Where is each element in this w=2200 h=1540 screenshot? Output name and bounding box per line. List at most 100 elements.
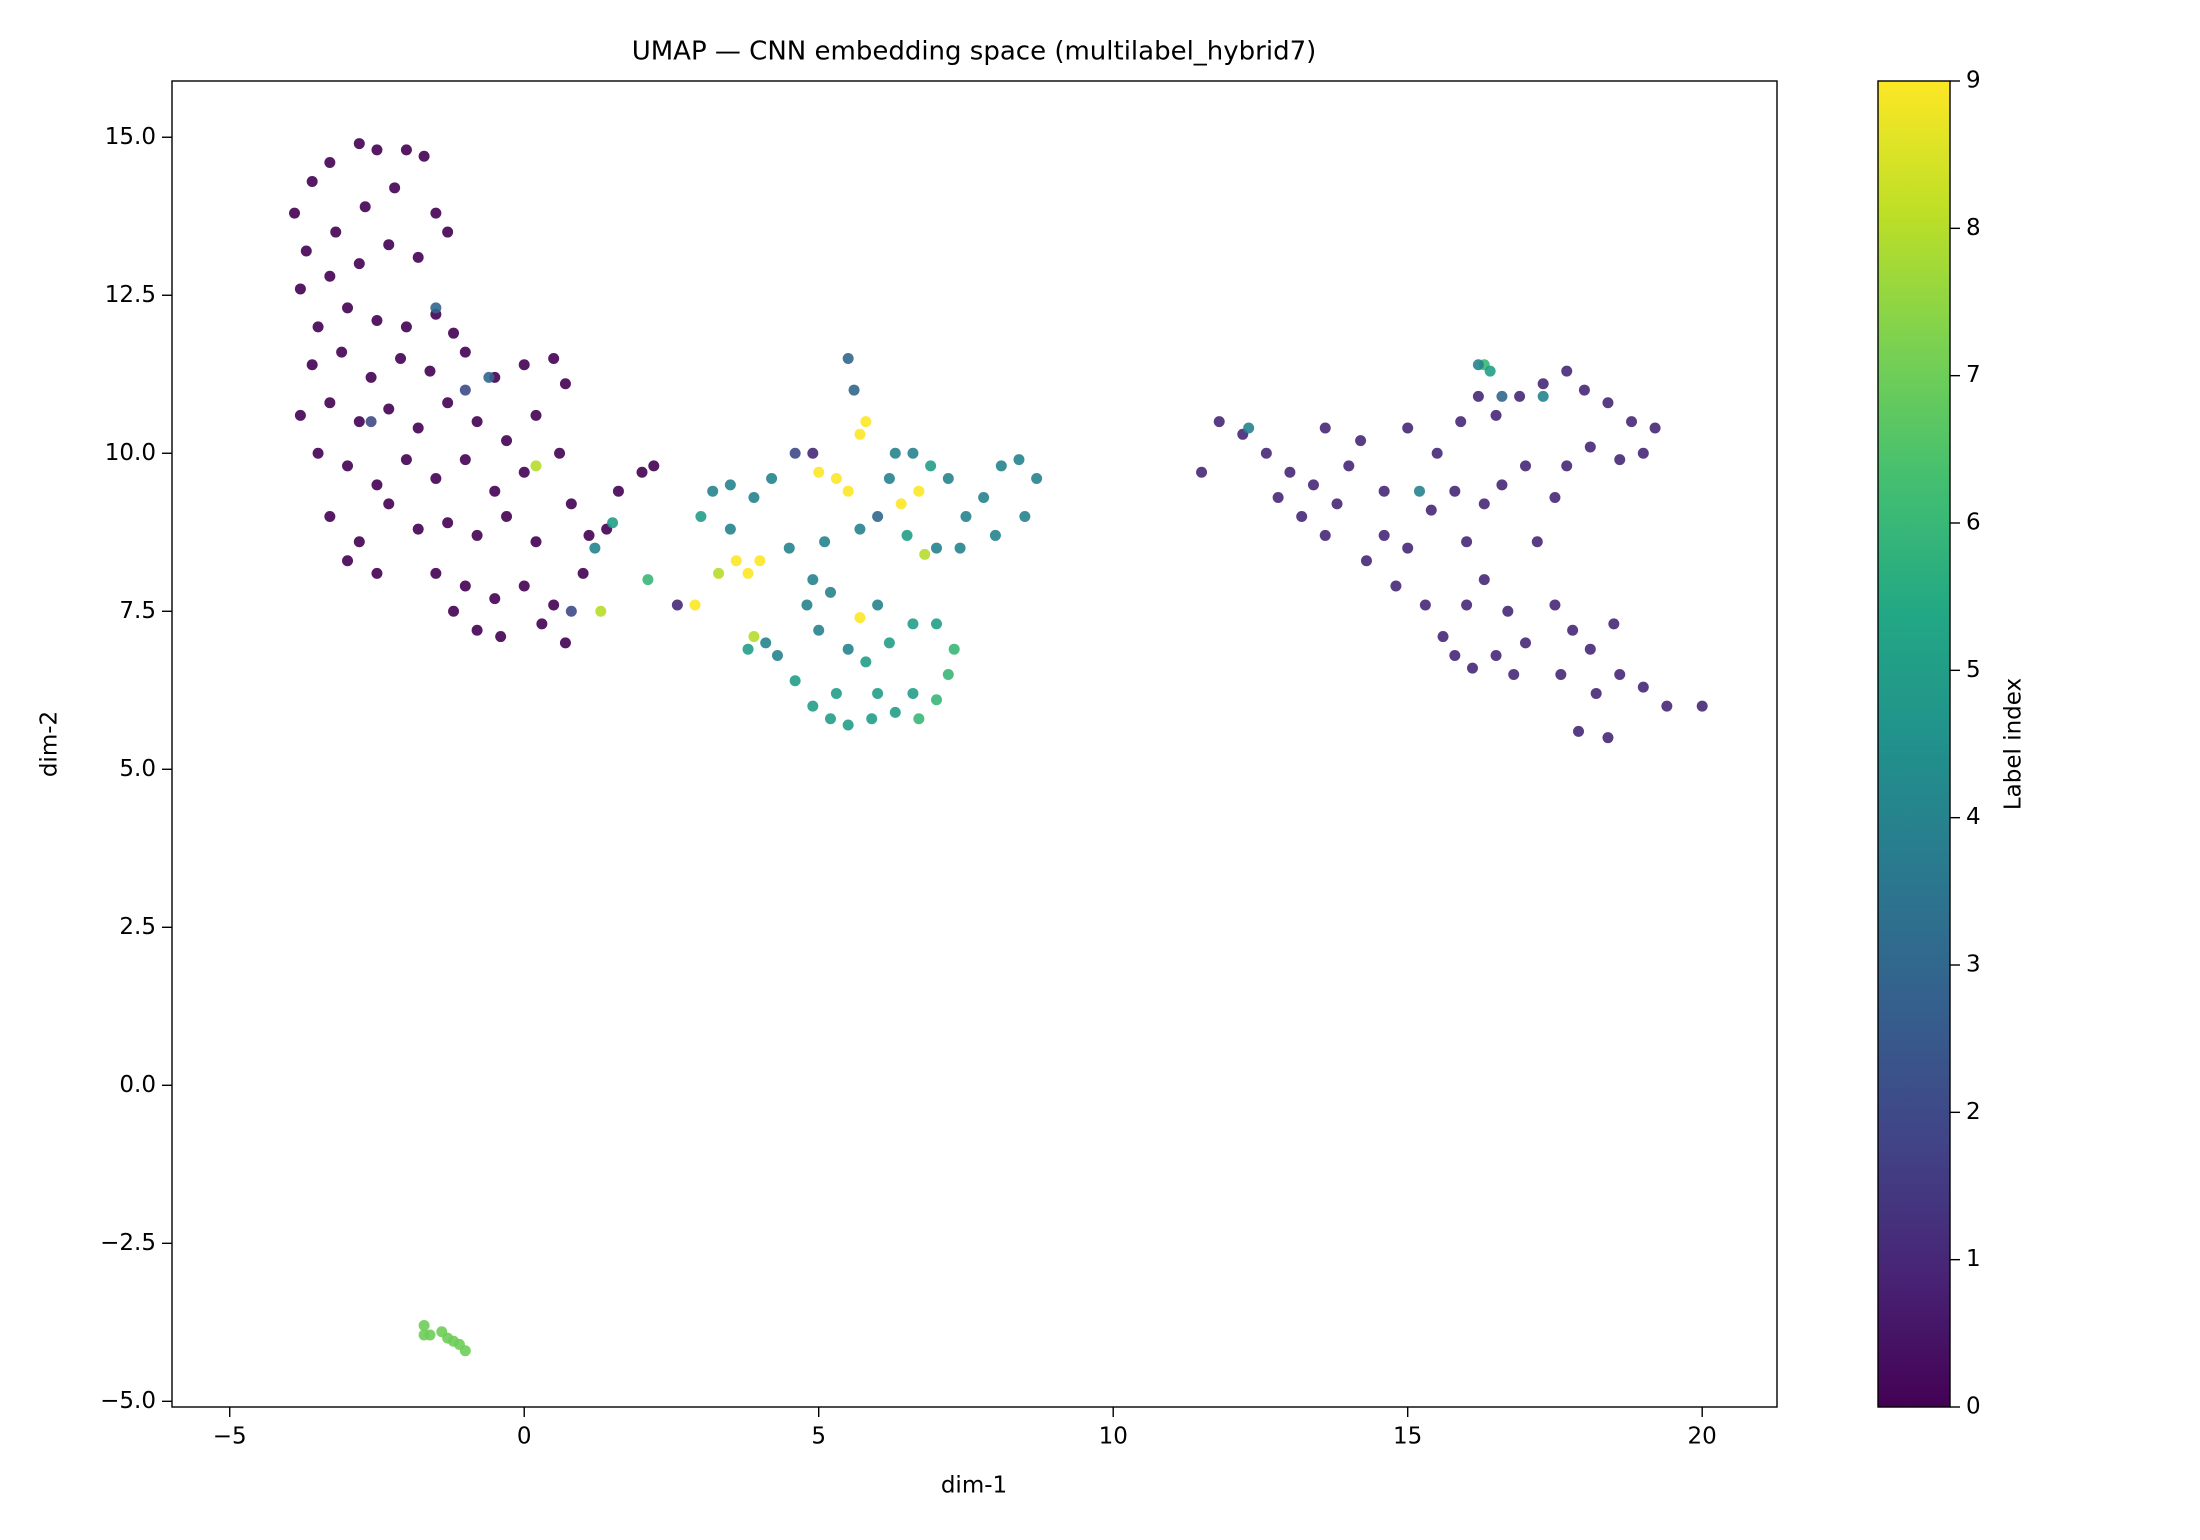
- point: [418, 1319, 430, 1331]
- point: [342, 302, 354, 314]
- chart-title: UMAP — CNN embedding space (multilabel_h…: [632, 37, 1317, 67]
- point: [813, 624, 825, 636]
- point: [389, 182, 401, 194]
- point: [1508, 668, 1520, 680]
- point: [300, 245, 312, 257]
- point: [518, 580, 530, 592]
- point: [783, 542, 795, 554]
- point: [901, 529, 913, 541]
- point: [1567, 624, 1579, 636]
- point: [1272, 492, 1284, 504]
- y-tick-label: 15.0: [105, 124, 156, 150]
- point: [872, 687, 884, 699]
- point: [495, 631, 507, 643]
- point: [324, 157, 336, 169]
- point: [1307, 479, 1319, 491]
- point: [942, 473, 954, 485]
- point: [989, 529, 1001, 541]
- point: [1614, 454, 1626, 466]
- point: [1661, 700, 1673, 712]
- x-tick-label: 15: [1393, 1424, 1422, 1450]
- point: [872, 599, 884, 611]
- point: [889, 447, 901, 459]
- point: [1502, 605, 1514, 617]
- point: [565, 605, 577, 617]
- point: [942, 668, 954, 680]
- colorbar-tick-label: 5: [1966, 657, 1981, 683]
- point: [842, 643, 854, 655]
- point: [412, 422, 424, 434]
- point: [1578, 384, 1590, 396]
- point: [418, 150, 430, 162]
- point: [636, 466, 648, 478]
- point: [330, 226, 342, 238]
- point: [412, 251, 424, 263]
- point: [1466, 662, 1478, 674]
- point: [306, 175, 318, 187]
- point: [1031, 473, 1043, 485]
- point: [872, 510, 884, 522]
- colorbar-tick-label: 6: [1966, 510, 1981, 536]
- point: [489, 593, 501, 605]
- point: [913, 485, 925, 497]
- point: [530, 536, 542, 548]
- point: [383, 239, 395, 251]
- point: [907, 618, 919, 630]
- point: [842, 352, 854, 364]
- point: [342, 555, 354, 567]
- point: [1537, 390, 1549, 402]
- point: [978, 492, 990, 504]
- point: [742, 567, 754, 579]
- point: [866, 713, 878, 725]
- point: [1331, 498, 1343, 510]
- point: [954, 542, 966, 554]
- point: [1419, 599, 1431, 611]
- point: [371, 144, 383, 156]
- point: [1019, 510, 1031, 522]
- point: [1296, 510, 1308, 522]
- point: [501, 510, 513, 522]
- colorbar: [1877, 80, 1951, 1408]
- point: [559, 378, 571, 390]
- point: [766, 473, 778, 485]
- point: [430, 207, 442, 219]
- point: [530, 460, 542, 472]
- point: [1696, 700, 1708, 712]
- point: [1478, 498, 1490, 510]
- point: [707, 485, 719, 497]
- point: [365, 416, 377, 428]
- point: [536, 618, 548, 630]
- point: [713, 567, 725, 579]
- point: [1490, 409, 1502, 421]
- point: [501, 435, 513, 447]
- point: [1537, 378, 1549, 390]
- point: [589, 542, 601, 554]
- point: [1402, 542, 1414, 554]
- point: [1608, 618, 1620, 630]
- point: [960, 510, 972, 522]
- point: [789, 447, 801, 459]
- point: [1649, 422, 1661, 434]
- point: [548, 599, 560, 611]
- point: [854, 523, 866, 535]
- point: [824, 586, 836, 598]
- point: [559, 637, 571, 649]
- point: [1461, 599, 1473, 611]
- point: [353, 536, 365, 548]
- x-tick-label: 0: [517, 1424, 532, 1450]
- point: [748, 631, 760, 643]
- point: [1637, 447, 1649, 459]
- point: [595, 605, 607, 617]
- point: [848, 384, 860, 396]
- point: [353, 258, 365, 270]
- point: [931, 694, 943, 706]
- x-tick-label: 5: [811, 1424, 826, 1450]
- point: [424, 365, 436, 377]
- point: [913, 713, 925, 725]
- colorbar-label: Label index: [2001, 678, 2027, 810]
- point: [489, 485, 501, 497]
- colorbar-tick-label: 3: [1966, 952, 1981, 978]
- point: [289, 207, 301, 219]
- point: [931, 542, 943, 554]
- point: [359, 201, 371, 213]
